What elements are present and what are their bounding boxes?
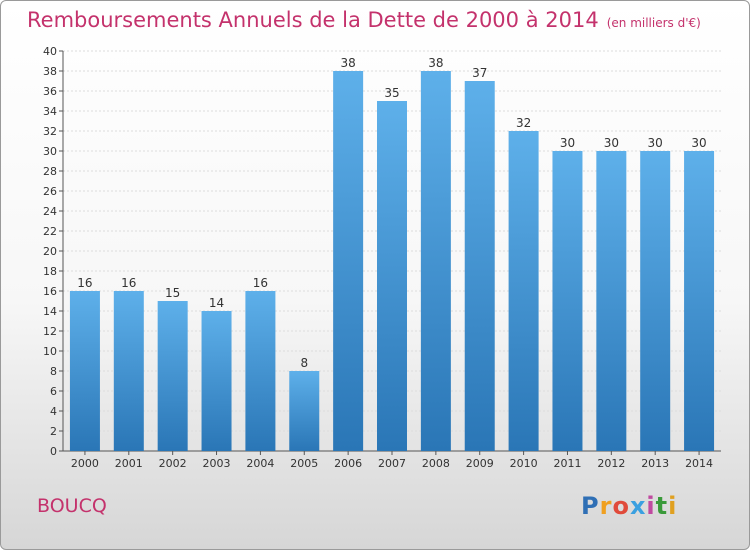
bar-2004 bbox=[245, 291, 275, 451]
bar-2008 bbox=[421, 71, 451, 451]
city-name: BOUCQ bbox=[37, 495, 107, 517]
x-tick-label-2009: 2009 bbox=[466, 457, 494, 470]
bars bbox=[70, 71, 714, 451]
value-label-2005: 8 bbox=[300, 356, 308, 370]
y-tick-label: 6 bbox=[50, 385, 57, 398]
bar-2014 bbox=[684, 151, 714, 451]
bar-2006 bbox=[333, 71, 363, 451]
x-tick-label-2004: 2004 bbox=[246, 457, 274, 470]
x-tick-label-2001: 2001 bbox=[115, 457, 143, 470]
logo-letter: x bbox=[630, 492, 646, 520]
value-label-2011: 30 bbox=[560, 136, 575, 150]
y-tick-label: 20 bbox=[43, 245, 57, 258]
value-label-2002: 15 bbox=[165, 286, 180, 300]
value-label-2014: 30 bbox=[691, 136, 706, 150]
y-tick-label: 38 bbox=[43, 65, 57, 78]
y-tick-label: 28 bbox=[43, 165, 57, 178]
x-tick-label-2003: 2003 bbox=[203, 457, 231, 470]
proxiti-logo: Proxiti bbox=[581, 492, 677, 520]
y-tick-label: 40 bbox=[43, 45, 57, 58]
y-tick-label: 30 bbox=[43, 145, 57, 158]
x-tick-label-2006: 2006 bbox=[334, 457, 362, 470]
x-tick-label-2014: 2014 bbox=[685, 457, 713, 470]
value-label-2004: 16 bbox=[253, 276, 268, 290]
logo-letter: i bbox=[668, 492, 677, 520]
bar-2002 bbox=[158, 301, 188, 451]
logo-letter: t bbox=[656, 492, 668, 520]
y-tick-label: 32 bbox=[43, 125, 57, 138]
bar-2009 bbox=[465, 81, 495, 451]
bar-2003 bbox=[202, 311, 232, 451]
value-label-2008: 38 bbox=[428, 56, 443, 70]
bar-2012 bbox=[596, 151, 626, 451]
y-tick-label: 26 bbox=[43, 185, 57, 198]
logo-letter: o bbox=[612, 492, 630, 520]
y-tick-label: 10 bbox=[43, 345, 57, 358]
x-tick-label-2002: 2002 bbox=[159, 457, 187, 470]
x-tick-label-2008: 2008 bbox=[422, 457, 450, 470]
logo-letter: r bbox=[600, 492, 613, 520]
value-label-2009: 37 bbox=[472, 66, 487, 80]
bar-2013 bbox=[640, 151, 670, 451]
bar-2007 bbox=[377, 101, 407, 451]
bar-2010 bbox=[509, 131, 539, 451]
y-tick-label: 22 bbox=[43, 225, 57, 238]
bar-2011 bbox=[552, 151, 582, 451]
value-label-2007: 35 bbox=[384, 86, 399, 100]
y-tick-label: 36 bbox=[43, 85, 57, 98]
logo-letter: i bbox=[646, 492, 655, 520]
value-label-2003: 14 bbox=[209, 296, 224, 310]
y-tick-label: 4 bbox=[50, 405, 57, 418]
y-tick-label: 12 bbox=[43, 325, 57, 338]
chart-frame: Remboursements Annuels de la Dette de 20… bbox=[0, 0, 750, 550]
bar-2000 bbox=[70, 291, 100, 451]
y-tick-label: 24 bbox=[43, 205, 57, 218]
y-tick-label: 14 bbox=[43, 305, 57, 318]
value-label-2006: 38 bbox=[340, 56, 355, 70]
y-tick-label: 16 bbox=[43, 285, 57, 298]
value-label-2012: 30 bbox=[604, 136, 619, 150]
logo-letter: P bbox=[581, 492, 600, 520]
value-label-2013: 30 bbox=[648, 136, 663, 150]
bar-chart: 0246810121416182022242628303234363840162… bbox=[1, 1, 749, 549]
x-tick-label-2005: 2005 bbox=[290, 457, 318, 470]
y-tick-label: 0 bbox=[50, 445, 57, 458]
y-tick-label: 18 bbox=[43, 265, 57, 278]
y-tick-label: 2 bbox=[50, 425, 57, 438]
x-tick-label-2011: 2011 bbox=[553, 457, 581, 470]
x-tick-label-2010: 2010 bbox=[510, 457, 538, 470]
bar-2001 bbox=[114, 291, 144, 451]
x-tick-label-2000: 2000 bbox=[71, 457, 99, 470]
x-tick-label-2012: 2012 bbox=[597, 457, 625, 470]
y-tick-label: 34 bbox=[43, 105, 57, 118]
value-label-2001: 16 bbox=[121, 276, 136, 290]
y-tick-label: 8 bbox=[50, 365, 57, 378]
value-label-2000: 16 bbox=[77, 276, 92, 290]
x-tick-label-2007: 2007 bbox=[378, 457, 406, 470]
x-tick-label-2013: 2013 bbox=[641, 457, 669, 470]
bar-2005 bbox=[289, 371, 319, 451]
value-label-2010: 32 bbox=[516, 116, 531, 130]
